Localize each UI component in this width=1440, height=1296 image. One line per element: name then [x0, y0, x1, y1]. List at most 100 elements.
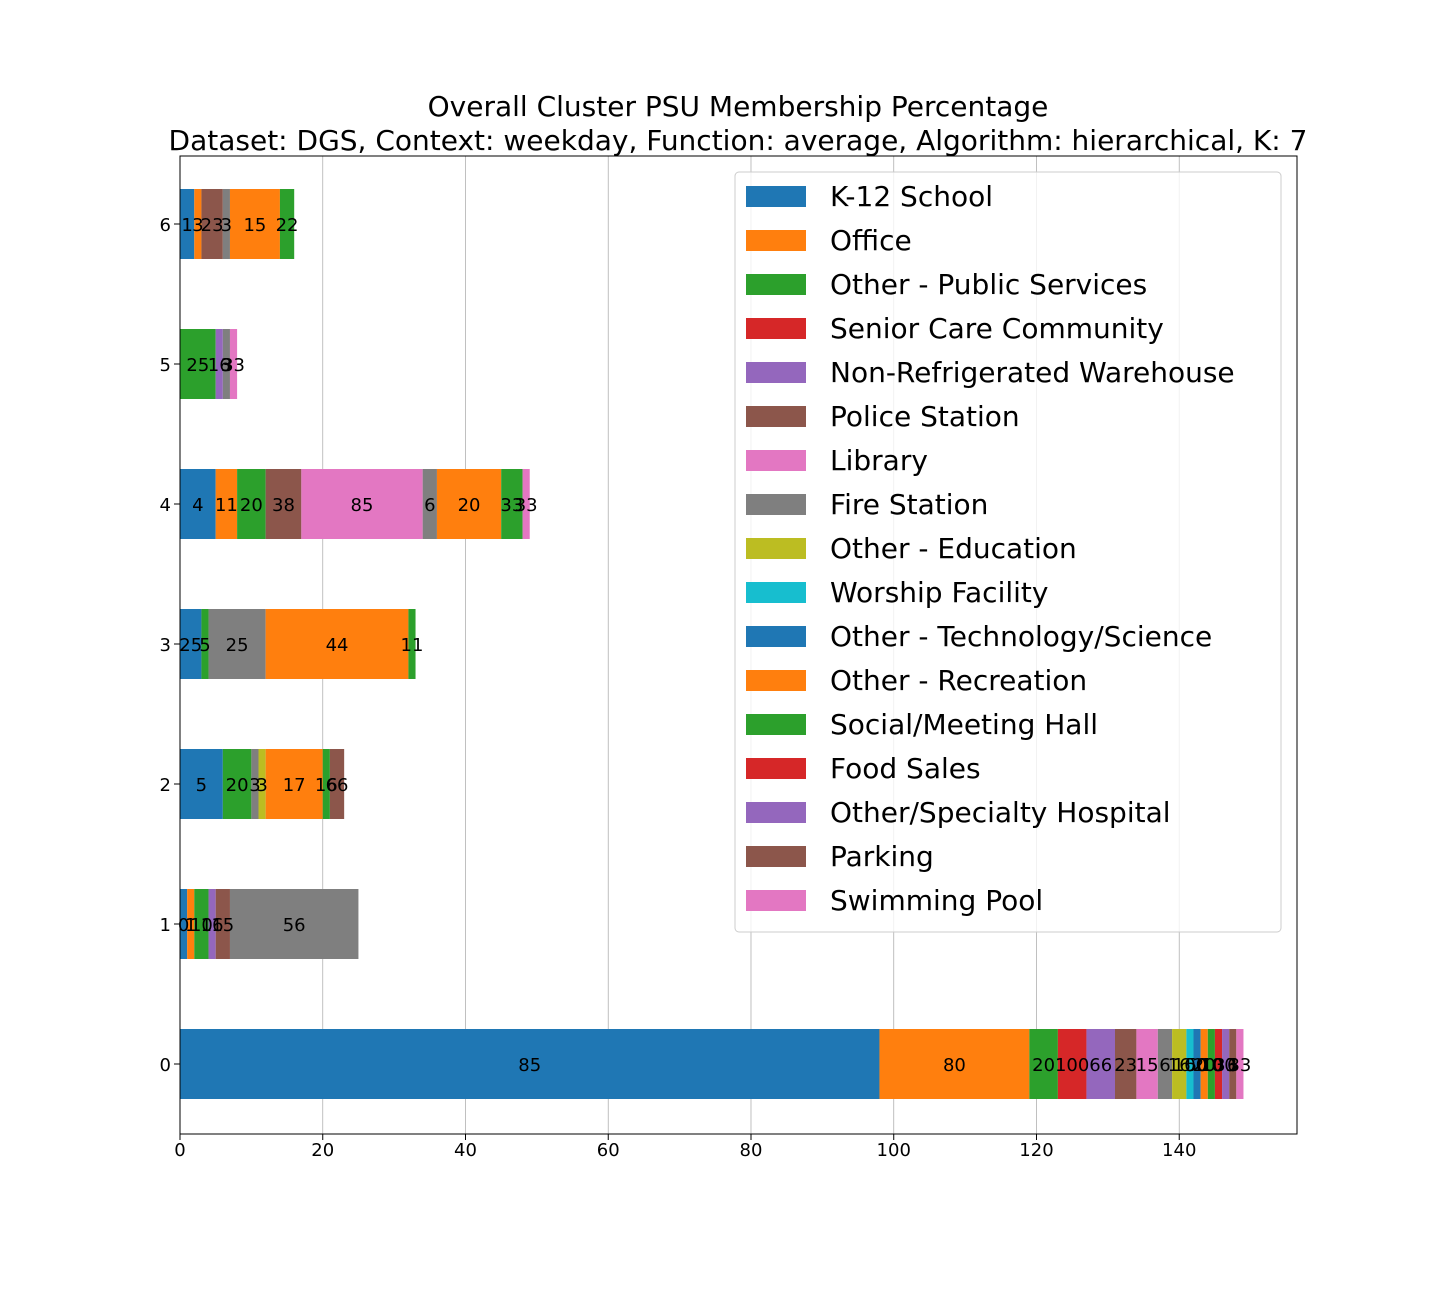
bar-data-label: 23 [201, 215, 224, 236]
bar-data-label: 38 [272, 495, 295, 516]
y-tick-label: 0 [160, 1055, 171, 1076]
bar-segment [1229, 1029, 1237, 1099]
legend-entry-label: K-12 School [830, 180, 993, 213]
bar-data-label: 25 [226, 635, 249, 656]
y-tick-label: 5 [160, 355, 171, 376]
bar-segment [1086, 1029, 1115, 1099]
bar-data-label: 10 [190, 915, 213, 936]
bar-data-label: 6 [1227, 1055, 1238, 1076]
legend-entry-label: Office [830, 224, 912, 257]
legend-swatch [746, 758, 806, 779]
bar-data-label: 4 [192, 495, 203, 516]
chart-subtitle: Dataset: DGS, Context: weekday, Function… [169, 124, 1308, 157]
x-tick-label: 40 [454, 1140, 477, 1161]
bar-data-label: 100 [1201, 1055, 1235, 1076]
x-tick-label: 120 [1019, 1140, 1053, 1161]
legend-swatch [746, 890, 806, 911]
bar-data-label: 16 [208, 355, 231, 376]
bar-data-label: 85 [351, 495, 374, 516]
bar-data-label: 5 [196, 775, 207, 796]
bar-segment [1136, 1029, 1158, 1099]
legend-entry-label: Police Station [830, 400, 1020, 433]
legend-box [734, 171, 1282, 933]
bar-data-label: 50 [1186, 1055, 1209, 1076]
bar-data-label: 66 [1089, 1055, 1112, 1076]
bar-segment [229, 189, 280, 259]
bar-segment [265, 749, 323, 819]
x-tick-label: 140 [1162, 1140, 1196, 1161]
bar-segment [1236, 1029, 1244, 1099]
bar-segment [1186, 1029, 1194, 1099]
bar-data-label: 3 [249, 775, 260, 796]
bar-segment [522, 469, 530, 539]
bar-data-label: 3 [221, 355, 232, 376]
bar-segment [237, 469, 266, 539]
y-tick-label: 6 [160, 215, 171, 236]
x-tick-label: 20 [311, 1140, 334, 1161]
bar-segment [180, 889, 188, 959]
legend-swatch [746, 582, 806, 603]
bar-segment [1114, 1029, 1137, 1099]
legend-swatch [746, 230, 806, 251]
legend-swatch [746, 626, 806, 647]
legend-swatch [746, 406, 806, 427]
bar-segment [879, 1029, 1030, 1099]
legend-swatch [746, 362, 806, 383]
chart-title: Overall Cluster PSU Membership Percentag… [428, 90, 1049, 123]
bar-data-label: 80 [943, 1055, 966, 1076]
bar-segment [229, 329, 238, 399]
bar-segment [1200, 1029, 1208, 1099]
bar-data-label: 15 [243, 215, 266, 236]
bar-segment [258, 749, 266, 819]
legend-entry-label: Other - Education [830, 532, 1077, 565]
bar-segment [329, 749, 345, 819]
bar-data-label: 5 [199, 635, 210, 656]
bar-data-label: 3 [192, 215, 203, 236]
legend-swatch [746, 494, 806, 515]
bar-data-label: 1 [181, 215, 192, 236]
bar-data-label: 20 [226, 775, 249, 796]
bar-data-label: 20 [1193, 1055, 1216, 1076]
bar-data-label: 33 [500, 495, 523, 516]
legend-entry-label: Other/Specialty Hospital [830, 796, 1171, 829]
bar-segment [422, 469, 437, 539]
bar-segment [1207, 1029, 1215, 1099]
bar-data-label: 56 [283, 915, 306, 936]
bars [180, 189, 1244, 1099]
bar-segment [222, 189, 230, 259]
legend-entry-label: Non-Refrigerated Warehouse [830, 356, 1235, 389]
bar-data-label: 44 [326, 635, 349, 656]
bar-data-label: 100 [1173, 1055, 1207, 1076]
y-tick-label: 2 [160, 775, 171, 796]
bar-data-label: 85 [518, 1055, 541, 1076]
bar-data-label: 11 [215, 495, 238, 516]
bar-segment [301, 469, 423, 539]
bar-segment [1157, 1029, 1173, 1099]
bar-segment [265, 469, 302, 539]
legend-swatch [746, 714, 806, 735]
plot-frame [179, 155, 1298, 1135]
bar-segment [201, 609, 209, 679]
bar-segment [215, 329, 223, 399]
bar-segment [265, 609, 409, 679]
legend-swatch [746, 802, 806, 823]
bar-segment [208, 889, 216, 959]
bar-segment [180, 469, 216, 539]
bar-segment [208, 609, 266, 679]
bar-data-label: 66 [326, 775, 349, 796]
legend-entry-label: Fire Station [830, 488, 988, 521]
bar-segment [501, 469, 523, 539]
bar-data-label: 3 [256, 775, 267, 796]
bar-segment [1222, 1029, 1230, 1099]
bar-data-label: 16 [315, 775, 338, 796]
bar-segment [180, 189, 195, 259]
bar-data-label: 1 [185, 915, 196, 936]
legend-entry-label: Parking [830, 840, 934, 873]
legend-swatch [746, 846, 806, 867]
bar-data-label: 0 [178, 915, 189, 936]
bar-data-label: 25 [186, 355, 209, 376]
bar-data-label: 10 [1200, 1055, 1223, 1076]
bar-segment [222, 749, 252, 819]
y-axis: 0 1 2 3 4 5 6 [160, 215, 180, 1076]
